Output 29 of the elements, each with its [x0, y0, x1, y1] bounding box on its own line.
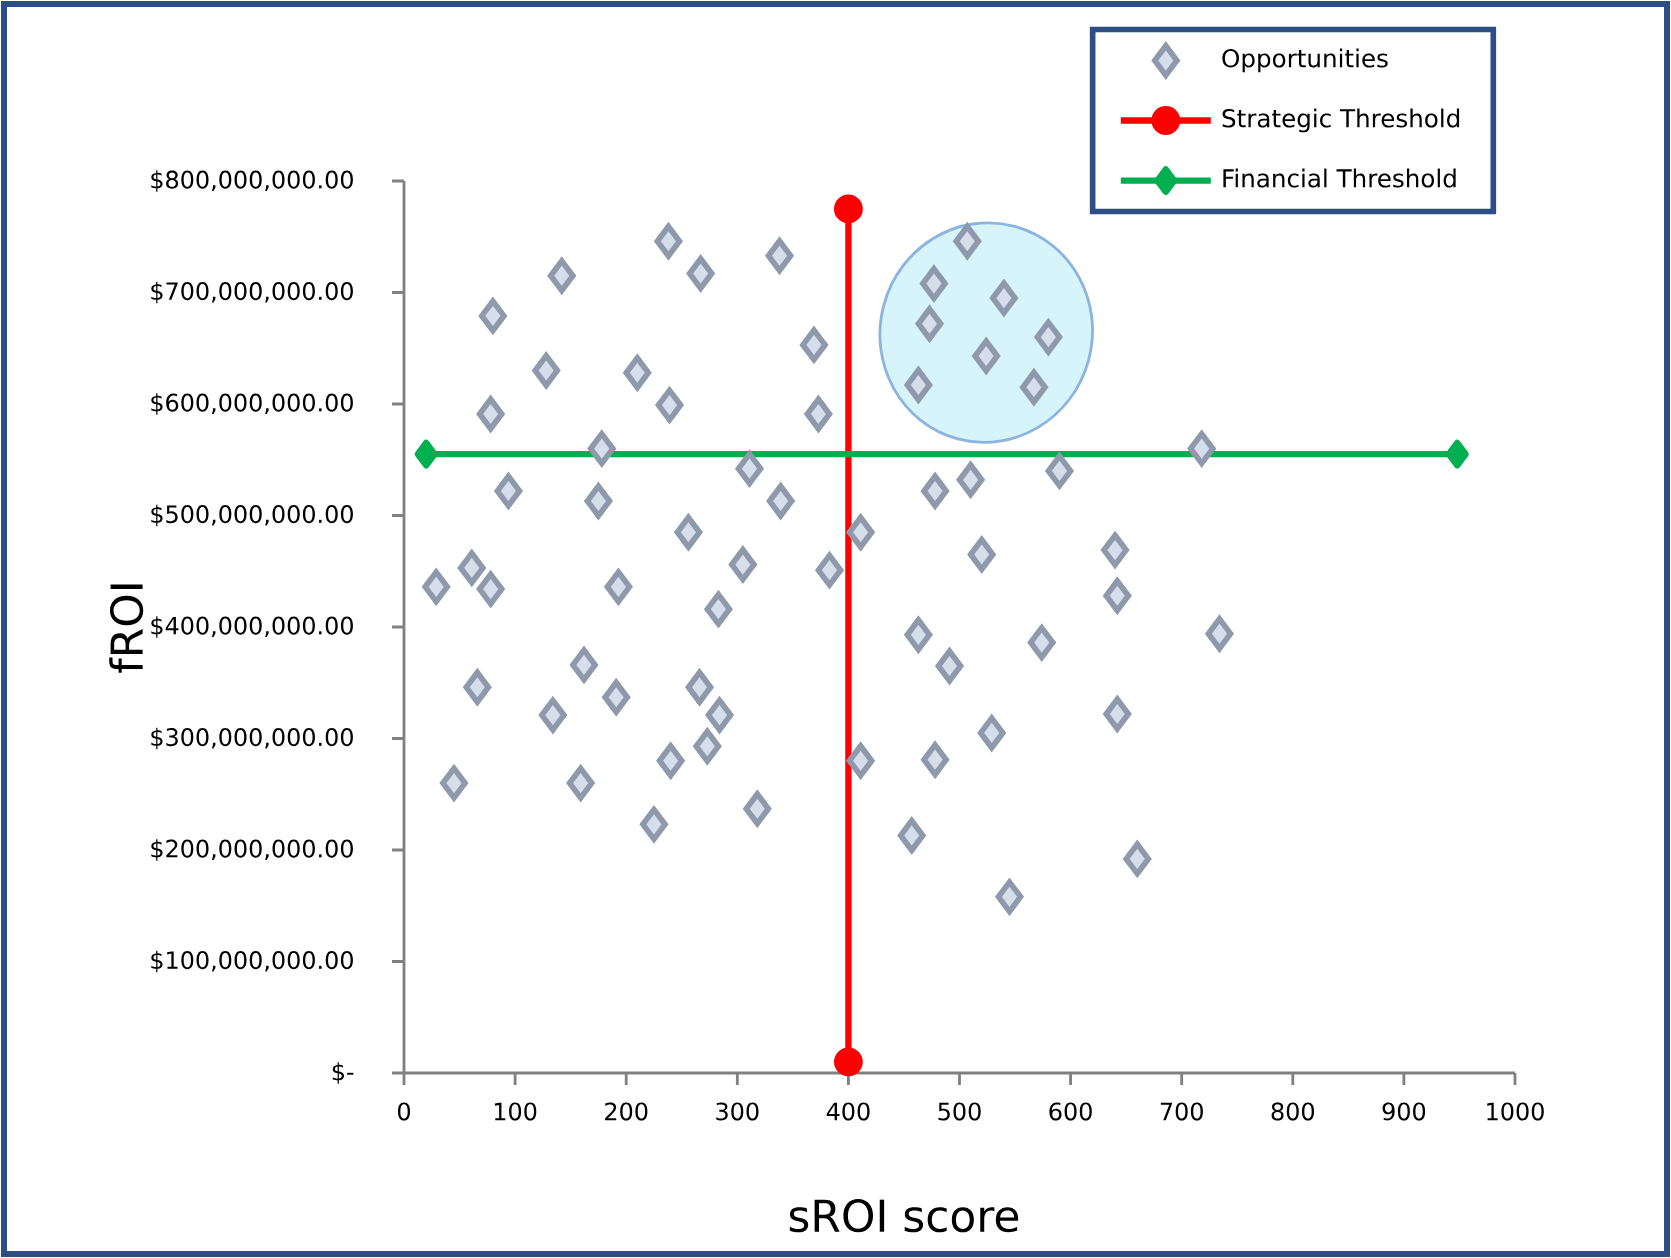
y-tick-label: $500,000,000.00 [151, 504, 353, 527]
y-tick-label: $200,000,000.00 [151, 839, 353, 861]
legend-label: Strategic Threshold [1222, 108, 1460, 133]
x-tick-label: 100 [494, 1102, 537, 1121]
point [414, 439, 438, 469]
x-tick-label: 1000 [1487, 1102, 1544, 1121]
y-tick-label: $600,000,000.00 [151, 393, 353, 415]
x-tick-label: 900 [1382, 1102, 1426, 1121]
x-tick-label: 500 [938, 1102, 981, 1121]
x-tick-label: 300 [716, 1102, 759, 1121]
y-tick-label: $700,000,000.00 [151, 281, 353, 304]
y-axis-title: fROI [109, 584, 144, 673]
legend-label: Opportunities [1222, 48, 1388, 73]
point [833, 1047, 863, 1077]
x-tick-label: 600 [1049, 1102, 1092, 1121]
x-tick-label: 200 [605, 1102, 648, 1121]
point [833, 194, 863, 224]
point [1445, 439, 1469, 469]
y-tick-label: $800,000,000.00 [151, 170, 353, 192]
x-tick-label: 0 [397, 1102, 411, 1121]
y-tick-label: $300,000,000.00 [151, 727, 353, 750]
x-tick-label: 700 [1160, 1102, 1203, 1121]
y-tick-label: $400,000,000.00 [151, 616, 353, 638]
y-tick-label: $- [332, 1062, 354, 1084]
x-tick-label: 400 [826, 1102, 870, 1121]
x-axis-title: sROI score [789, 1199, 1019, 1233]
x-tick-label: 800 [1271, 1102, 1315, 1121]
y-tick-label: $100,000,000.00 [151, 950, 353, 973]
legend-label: Financial Threshold [1223, 168, 1456, 188]
